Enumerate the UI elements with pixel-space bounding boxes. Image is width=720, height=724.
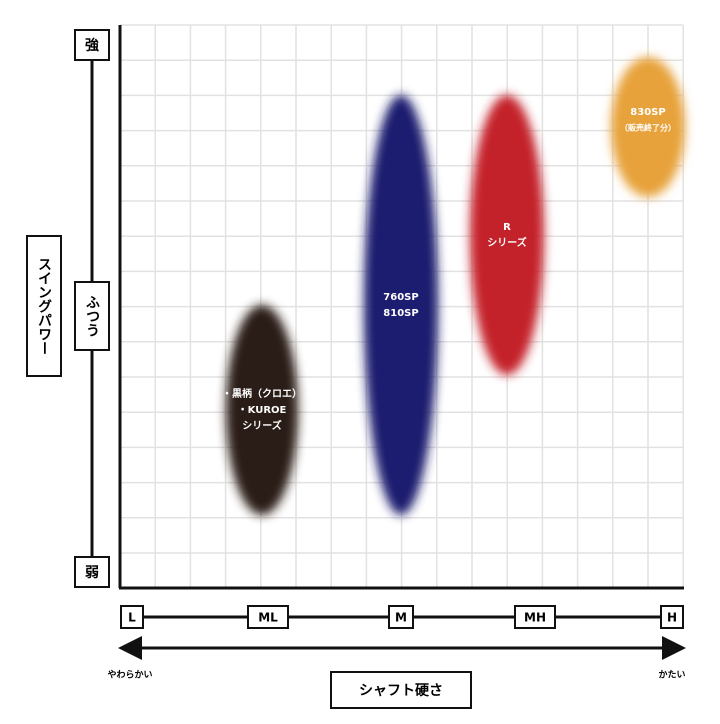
- level-box: [74, 29, 110, 61]
- group-label: ・黒柄（クロエ）: [222, 387, 302, 400]
- x-axis-title: シャフト硬さ: [359, 683, 443, 699]
- group-ellipse: [470, 95, 544, 375]
- group-label: （販売終了分）: [620, 123, 676, 133]
- level-box: [388, 605, 414, 629]
- group-label: R: [503, 222, 511, 233]
- group-label: 810SP: [383, 308, 418, 319]
- level-label: L: [128, 611, 136, 625]
- group-label: シリーズ: [242, 419, 282, 432]
- level-label: ふつう: [84, 295, 100, 337]
- level-box: [74, 281, 110, 351]
- hard-label: かたい: [658, 670, 685, 681]
- x-levels: L ML M MH H: [120, 605, 684, 629]
- level-label: MH: [524, 611, 546, 625]
- level-box: [74, 556, 110, 588]
- group-ellipse: [364, 95, 438, 515]
- group-ellipse: [226, 305, 298, 515]
- group-label: ・KUROE: [238, 405, 287, 416]
- x-axis-title-box: [330, 671, 472, 709]
- level-label: ML: [258, 611, 278, 625]
- group-ellipse: [611, 57, 685, 197]
- level-label: H: [667, 611, 677, 625]
- level-box: [514, 605, 556, 629]
- group-label: シリーズ: [487, 236, 527, 249]
- level-box: [660, 605, 684, 629]
- soft-label: やわらかい: [107, 670, 152, 681]
- level-box: [247, 605, 289, 629]
- level-label: 弱: [85, 565, 99, 581]
- group-label: 760SP: [383, 292, 418, 303]
- group-label: 830SP: [630, 107, 665, 118]
- level-label: 強: [85, 37, 99, 54]
- level-box: [120, 605, 144, 629]
- groups: ・黒柄（クロエ） ・KUROE シリーズ 760SP 810SP R シリーズ 830SP （販…: [222, 57, 685, 515]
- y-axis-title-box: [26, 235, 62, 377]
- level-label: M: [395, 611, 407, 625]
- y-axis-title: スイングパワー: [36, 257, 52, 355]
